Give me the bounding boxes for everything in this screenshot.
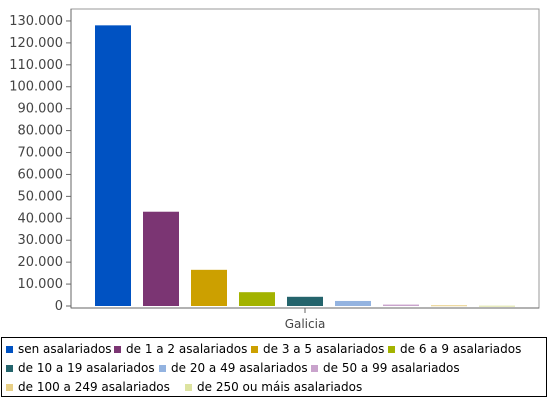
y-tick-label: 90.000 [18, 102, 64, 117]
legend-item[interactable]: de 6 a 9 asalariados [388, 342, 521, 356]
bar-de-3-a-5-asalariados[interactable] [191, 269, 227, 306]
y-tick-label: 130.000 [9, 14, 63, 29]
category-label: Galicia [285, 317, 326, 331]
legend-label: de 1 a 2 asalariados [126, 342, 248, 356]
bars [95, 25, 515, 307]
bar-sen-asalariados[interactable] [95, 25, 131, 307]
y-tick-label: 100.000 [9, 80, 63, 95]
bar-de-20-a-49-asalariados[interactable] [335, 300, 371, 306]
y-tick-label: 120.000 [9, 36, 63, 51]
legend-item[interactable]: de 3 a 5 asalariados [251, 342, 384, 356]
y-tick-label: 50.000 [18, 189, 64, 204]
legend-swatch [6, 364, 13, 372]
y-tick-label: 20.000 [18, 255, 64, 270]
legend-item[interactable]: de 100 a 249 asalariados [6, 380, 170, 394]
legend-swatch [388, 345, 395, 353]
bar-de-10-a-19-asalariados[interactable] [287, 296, 323, 306]
bar-de-1-a-2-asalariados[interactable] [143, 211, 179, 306]
legend-swatch [159, 364, 166, 372]
legend-item[interactable]: de 10 a 19 asalariados [6, 361, 155, 375]
bar-de-50-a-99-asalariados[interactable] [383, 304, 419, 306]
bar-de-250-ou-máis-asalariados[interactable] [479, 305, 515, 307]
legend-label: de 3 a 5 asalariados [263, 342, 385, 356]
legend: sen asalariados de 1 a 2 asalariados de 3 … [1, 337, 547, 397]
y-tick-label: 40.000 [18, 211, 64, 226]
y-tick-label: 60.000 [18, 167, 64, 182]
legend-item[interactable]: sen asalariados [6, 342, 112, 356]
legend-swatch [311, 364, 318, 372]
legend-label: de 6 a 9 asalariados [400, 342, 522, 356]
y-tick-label: 80.000 [18, 124, 64, 139]
y-axis-ticks: 0 10.000 20.000 30.000 40.000 50.000 60.000 70.… [9, 14, 71, 314]
y-tick-label: 30.000 [18, 233, 64, 248]
bar-de-100-a-249-asalariados[interactable] [431, 305, 467, 307]
legend-item[interactable]: de 50 a 99 asalariados [311, 361, 460, 375]
legend-swatch [6, 345, 13, 353]
legend-swatch [6, 383, 13, 391]
legend-item[interactable]: de 1 a 2 asalariados [114, 342, 247, 356]
y-tick-label: 10.000 [18, 277, 64, 292]
legend-label: de 100 a 249 asalariados [18, 380, 170, 394]
y-tick-label: 0 [55, 299, 63, 314]
legend-label: de 250 ou máis asalariados [197, 380, 363, 394]
legend-swatch [251, 345, 258, 353]
legend-swatch [185, 383, 192, 391]
plot-area [70, 8, 540, 309]
y-tick-label: 110.000 [9, 58, 63, 73]
legend-label: sen asalariados [18, 342, 112, 356]
legend-item[interactable]: de 20 a 49 asalariados [159, 361, 308, 375]
legend-label: de 20 a 49 asalariados [171, 361, 308, 375]
legend-swatch [114, 345, 121, 353]
legend-label: de 50 a 99 asalariados [323, 361, 460, 375]
bar-chart: 0 10.000 20.000 30.000 40.000 50.000 60.000 70.… [9, 8, 540, 331]
legend-item[interactable]: de 250 ou máis asalariados [185, 380, 362, 394]
bar-de-6-a-9-asalariados[interactable] [239, 292, 275, 306]
legend-label: de 10 a 19 asalariados [18, 361, 155, 375]
y-tick-label: 70.000 [18, 146, 64, 161]
